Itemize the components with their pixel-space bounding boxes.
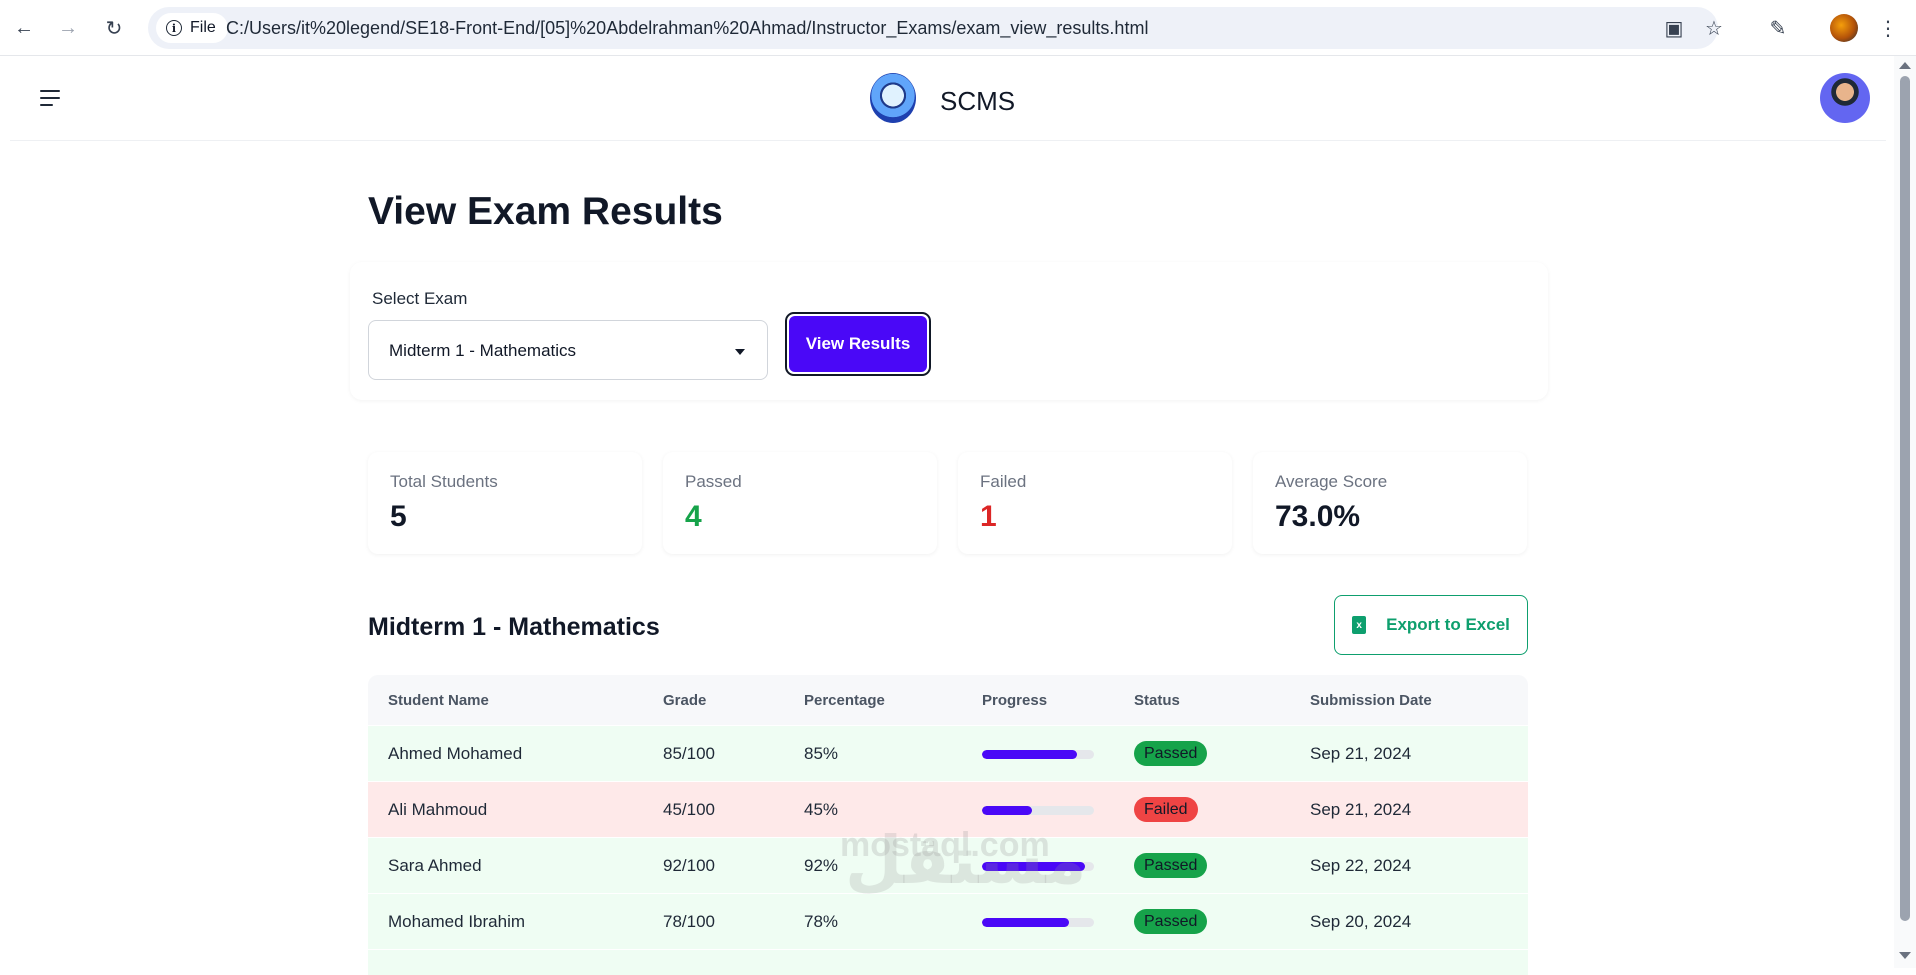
percentage: 78% xyxy=(804,912,839,931)
stat-label: Failed xyxy=(980,472,1027,491)
status-badge: Failed xyxy=(1134,797,1198,822)
column-header[interactable]: Progress xyxy=(982,692,1048,709)
stat-label: Total Students xyxy=(390,472,498,491)
column-header[interactable]: Status xyxy=(1134,692,1180,709)
student-name: Ahmed Mohamed xyxy=(388,744,523,763)
excel-file-icon: x xyxy=(1352,616,1367,634)
watermark-arabic: مستقل xyxy=(845,823,1087,897)
export-to-excel-button[interactable]: x Export to Excel xyxy=(1334,595,1528,655)
table-row-partial[interactable] xyxy=(368,949,1528,975)
page-title: View Exam Results xyxy=(368,190,723,233)
brand-name: SCMS xyxy=(940,86,1016,116)
exam-select[interactable]: Midterm 1 - Mathematics xyxy=(368,320,768,380)
results-table: Student Name Grade Percentage Progress S… xyxy=(368,675,1528,975)
grade: 45/100 xyxy=(663,800,715,819)
student-name: Ali Mahmoud xyxy=(388,800,488,819)
percentage: 85% xyxy=(804,744,839,763)
progress-bar xyxy=(982,918,1094,927)
percentage: 45% xyxy=(804,800,839,819)
page-scrollbar[interactable] xyxy=(1894,56,1916,968)
extensions-icon[interactable]: ✎ xyxy=(1769,17,1787,40)
progress-bar xyxy=(982,750,1094,759)
percentage: 92% xyxy=(804,856,839,875)
stat-value: 4 xyxy=(685,500,702,533)
app-header: SCMS xyxy=(10,56,1886,141)
table-row[interactable]: Ahmed Mohamed 85/100 85% Passed Sep 21, … xyxy=(368,725,1528,781)
translate-icon[interactable]: ▣ xyxy=(1664,17,1684,40)
menu-icon[interactable] xyxy=(40,90,60,106)
view-results-button[interactable]: View Results xyxy=(785,312,931,376)
stat-label: Average Score xyxy=(1275,472,1388,491)
export-label: Export to Excel xyxy=(1386,615,1510,634)
column-header[interactable]: Submission Date xyxy=(1310,692,1432,709)
exam-select-value: Midterm 1 - Mathematics xyxy=(389,341,577,360)
stat-value: 1 xyxy=(980,500,997,533)
watermark-text: mostaql.com xyxy=(840,826,1050,864)
browser-menu-icon[interactable]: ⋮ xyxy=(1878,17,1898,40)
progress-bar xyxy=(982,862,1094,871)
scroll-down-arrow-icon[interactable] xyxy=(1899,952,1911,959)
scroll-thumb[interactable] xyxy=(1900,76,1910,921)
back-icon[interactable]: ← xyxy=(14,16,34,39)
results-title: Midterm 1 - Mathematics xyxy=(368,613,660,641)
status-badge: Passed xyxy=(1134,741,1208,766)
grade: 78/100 xyxy=(663,912,715,931)
stat-value: 73.0% xyxy=(1275,500,1361,533)
submission-date: Sep 20, 2024 xyxy=(1310,912,1412,931)
progress-fill xyxy=(982,806,1033,815)
grade: 85/100 xyxy=(663,744,715,763)
submission-date: Sep 21, 2024 xyxy=(1310,800,1412,819)
file-label: File xyxy=(190,19,216,36)
column-header[interactable]: Student Name xyxy=(388,692,489,709)
student-name: Sara Ahmed xyxy=(388,856,482,875)
caret-down-icon xyxy=(735,349,745,355)
select-exam-label: Select Exam xyxy=(372,289,468,308)
info-icon: i xyxy=(166,20,182,36)
forward-icon[interactable]: → xyxy=(58,16,78,39)
fcai-logo xyxy=(870,73,916,123)
scroll-up-arrow-icon[interactable] xyxy=(1899,62,1911,69)
progress-fill xyxy=(982,862,1086,871)
user-avatar[interactable] xyxy=(1820,73,1870,123)
url-text[interactable]: C:/Users/it%20legend/SE18-Front-End/[05]… xyxy=(226,18,1149,38)
column-header[interactable]: Percentage xyxy=(804,692,885,709)
stat-card-total-students: Total Students 5 xyxy=(368,452,642,554)
submission-date: Sep 22, 2024 xyxy=(1310,856,1412,875)
table-row[interactable]: Mohamed Ibrahim 78/100 78% Passed Sep 20… xyxy=(368,893,1528,949)
stat-value: 5 xyxy=(390,500,407,533)
student-name: Mohamed Ibrahim xyxy=(388,912,526,931)
profile-avatar-small[interactable] xyxy=(1828,12,1860,44)
column-header[interactable]: Grade xyxy=(663,692,707,709)
stat-card-passed: Passed 4 xyxy=(663,452,937,554)
status-badge: Passed xyxy=(1134,909,1208,934)
progress-fill xyxy=(982,918,1070,927)
address-bar[interactable]: i File C:/Users/it%20legend/SE18-Front-E… xyxy=(148,7,1723,49)
bookmark-star-icon[interactable]: ☆ xyxy=(1705,17,1723,40)
submission-date: Sep 21, 2024 xyxy=(1310,744,1412,763)
stat-card-failed: Failed 1 xyxy=(958,452,1232,554)
table-row[interactable]: Ali Mahmoud 45/100 45% Failed Sep 21, 20… xyxy=(368,781,1528,837)
table-header: Student Name Grade Percentage Progress S… xyxy=(368,675,1528,725)
table-row[interactable]: Sara Ahmed 92/100 92% Passed Sep 22, 202… xyxy=(368,837,1528,893)
view-results-label: View Results xyxy=(789,316,927,372)
progress-fill xyxy=(982,750,1078,759)
stat-label: Passed xyxy=(685,472,742,491)
progress-bar xyxy=(982,806,1094,815)
site-info-chip[interactable]: i File xyxy=(156,13,228,43)
status-badge: Passed xyxy=(1134,853,1208,878)
reload-icon[interactable]: ↻ xyxy=(105,17,123,40)
grade: 92/100 xyxy=(663,856,715,875)
browser-toolbar: ← → ↻ i File C:/Users/it%20legend/SE18-F… xyxy=(0,0,1916,56)
stat-card-average-score: Average Score 73.0% xyxy=(1253,452,1527,554)
